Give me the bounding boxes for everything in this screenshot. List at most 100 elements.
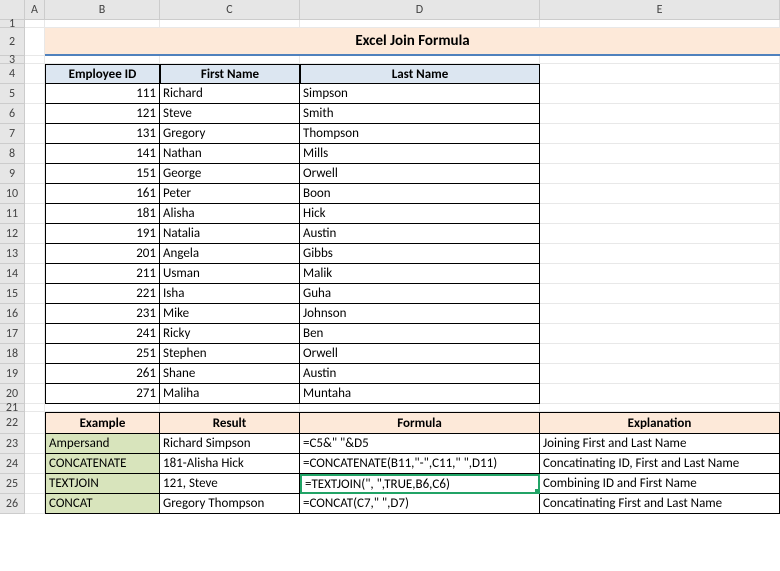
row-header-23[interactable]: 23 — [0, 434, 25, 454]
cell-a17[interactable] — [25, 324, 45, 344]
cell-first-name[interactable]: Stephen — [160, 344, 300, 364]
cell-employee-id[interactable]: 211 — [45, 264, 160, 284]
cell-c21[interactable] — [160, 404, 300, 412]
cell-employee-id[interactable]: 241 — [45, 324, 160, 344]
cell-employee-id[interactable]: 251 — [45, 344, 160, 364]
cell-first-name[interactable]: Ricky — [160, 324, 300, 344]
row-header-14[interactable]: 14 — [0, 264, 25, 284]
cell-a1[interactable] — [25, 20, 45, 28]
cell-result[interactable]: 121, Steve — [160, 474, 300, 494]
cell-e14[interactable] — [540, 264, 780, 284]
cell-employee-id[interactable]: 181 — [45, 204, 160, 224]
cell-a7[interactable] — [25, 124, 45, 144]
cell-first-name[interactable]: Shane — [160, 364, 300, 384]
cell-e21[interactable] — [540, 404, 780, 412]
cell-e13[interactable] — [540, 244, 780, 264]
cell-a15[interactable] — [25, 284, 45, 304]
cell-first-name[interactable]: Steve — [160, 104, 300, 124]
cell-b21[interactable] — [45, 404, 160, 412]
cell-last-name[interactable]: Guha — [300, 284, 540, 304]
cell-a18[interactable] — [25, 344, 45, 364]
cell-last-name[interactable]: Johnson — [300, 304, 540, 324]
row-header-16[interactable]: 16 — [0, 304, 25, 324]
cell-formula[interactable]: =CONCATENATE(B11,"-",C11," ",D11) — [300, 454, 540, 474]
cell-first-name[interactable]: Alisha — [160, 204, 300, 224]
cell-last-name[interactable]: Orwell — [300, 164, 540, 184]
cell-a5[interactable] — [25, 84, 45, 104]
cell-explanation[interactable]: Concatinating First and Last Name — [540, 494, 780, 514]
cell-last-name[interactable]: Gibbs — [300, 244, 540, 264]
cell-last-name[interactable]: Muntaha — [300, 384, 540, 404]
cell-last-name[interactable]: Simpson — [300, 84, 540, 104]
cell-first-name[interactable]: Natalia — [160, 224, 300, 244]
cell-e6[interactable] — [540, 104, 780, 124]
row-header-15[interactable]: 15 — [0, 284, 25, 304]
cell-c3[interactable] — [160, 56, 300, 64]
col-header-d[interactable]: D — [300, 0, 540, 19]
cell-b3[interactable] — [45, 56, 160, 64]
cell-first-name[interactable]: Peter — [160, 184, 300, 204]
cell-employee-id[interactable]: 151 — [45, 164, 160, 184]
row-header-22[interactable]: 22 — [0, 412, 25, 434]
cell-first-name[interactable]: Isha — [160, 284, 300, 304]
cell-employee-id[interactable]: 271 — [45, 384, 160, 404]
row-header-10[interactable]: 10 — [0, 184, 25, 204]
row-header-18[interactable]: 18 — [0, 344, 25, 364]
cell-e1[interactable] — [540, 20, 780, 28]
row-header-25[interactable]: 25 — [0, 474, 25, 494]
cell-last-name[interactable]: Orwell — [300, 344, 540, 364]
cell-last-name[interactable]: Austin — [300, 364, 540, 384]
cell-e4[interactable] — [540, 64, 780, 84]
row-header-3[interactable]: 3 — [0, 56, 25, 64]
cell-employee-id[interactable]: 121 — [45, 104, 160, 124]
cell-explanation[interactable]: Combining ID and First Name — [540, 474, 780, 494]
cell-last-name[interactable]: Hick — [300, 204, 540, 224]
cell-last-name[interactable]: Smith — [300, 104, 540, 124]
cell-a10[interactable] — [25, 184, 45, 204]
cell-example-name[interactable]: Ampersand — [45, 434, 160, 454]
cell-a26[interactable] — [25, 494, 45, 514]
cell-first-name[interactable]: George — [160, 164, 300, 184]
cell-a8[interactable] — [25, 144, 45, 164]
cell-a4[interactable] — [25, 64, 45, 84]
cell-first-name[interactable]: Maliha — [160, 384, 300, 404]
row-header-9[interactable]: 9 — [0, 164, 25, 184]
cell-first-name[interactable]: Angela — [160, 244, 300, 264]
cell-b1[interactable] — [45, 20, 160, 28]
cell-explanation[interactable]: Concatinating ID, First and Last Name — [540, 454, 780, 474]
cell-e18[interactable] — [540, 344, 780, 364]
cell-employee-id[interactable]: 221 — [45, 284, 160, 304]
row-header-11[interactable]: 11 — [0, 204, 25, 224]
cell-employee-id[interactable]: 161 — [45, 184, 160, 204]
row-header-12[interactable]: 12 — [0, 224, 25, 244]
cell-a22[interactable] — [25, 412, 45, 434]
cell-e12[interactable] — [540, 224, 780, 244]
col-header-b[interactable]: B — [45, 0, 160, 19]
cell-e11[interactable] — [540, 204, 780, 224]
cell-a14[interactable] — [25, 264, 45, 284]
cell-last-name[interactable]: Austin — [300, 224, 540, 244]
cell-first-name[interactable]: Gregory — [160, 124, 300, 144]
cell-e10[interactable] — [540, 184, 780, 204]
cell-a11[interactable] — [25, 204, 45, 224]
cell-a24[interactable] — [25, 454, 45, 474]
cell-d21[interactable] — [300, 404, 540, 412]
row-header-19[interactable]: 19 — [0, 364, 25, 384]
cell-a20[interactable] — [25, 384, 45, 404]
header-employee-id[interactable]: Employee ID — [45, 64, 160, 84]
col-header-e[interactable]: E — [540, 0, 780, 19]
title-cell[interactable]: Excel Join Formula — [45, 28, 780, 56]
header-explanation[interactable]: Explanation — [540, 412, 780, 434]
row-header-7[interactable]: 7 — [0, 124, 25, 144]
header-result[interactable]: Result — [160, 412, 300, 434]
row-header-26[interactable]: 26 — [0, 494, 25, 514]
cell-e7[interactable] — [540, 124, 780, 144]
row-header-5[interactable]: 5 — [0, 84, 25, 104]
cell-d3[interactable] — [300, 56, 540, 64]
cell-result[interactable]: Gregory Thompson — [160, 494, 300, 514]
cell-first-name[interactable]: Nathan — [160, 144, 300, 164]
cell-first-name[interactable]: Mike — [160, 304, 300, 324]
row-header-13[interactable]: 13 — [0, 244, 25, 264]
row-header-6[interactable]: 6 — [0, 104, 25, 124]
cell-last-name[interactable]: Ben — [300, 324, 540, 344]
